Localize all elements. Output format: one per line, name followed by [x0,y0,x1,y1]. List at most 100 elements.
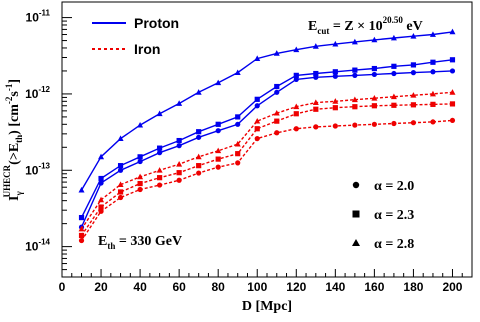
data-point-square [449,57,456,63]
data-point-circle [332,123,338,129]
data-point-square [274,83,280,90]
data-point-square [352,67,358,73]
data-point-triangle [410,33,417,39]
data-point-circle [293,126,299,132]
data-point-square [117,189,124,195]
data-point-triangle [410,92,417,98]
data-point-square [430,101,436,107]
data-point-square [371,103,377,109]
data-point-circle [430,119,436,125]
eth-annotation: Eth = 330 GeV [98,234,182,251]
data-point-circle [371,121,377,127]
data-point-square [78,232,85,239]
x-axis-label: D [Mpc] [242,299,292,314]
data-point-circle [371,71,377,78]
data-point-triangle [351,38,358,45]
y-tick-label: 10-11 [26,9,51,25]
data-point-triangle [312,43,319,49]
data-point-square [332,69,338,75]
data-point-triangle [312,99,319,105]
data-point-circle [157,182,163,188]
x-tick-label: 160 [364,280,384,294]
data-point-square [274,118,280,124]
data-point-triangle [234,140,241,147]
data-point-circle [274,130,280,136]
legend-label-proton: Proton [134,15,179,31]
data-point-triangle [78,186,85,193]
data-point-square [215,156,221,162]
legend-marker-circle [352,181,360,189]
data-point-triangle [390,34,397,41]
data-point-circle [449,117,456,124]
data-point-triangle [215,79,222,86]
data-point-circle [196,134,202,140]
data-point-circle [352,122,358,128]
data-point-circle [274,89,280,95]
data-point-circle [176,143,182,149]
data-point-square [313,106,319,112]
y-tick-label: 10-13 [25,161,50,177]
data-point-square [313,70,319,77]
data-point-square [137,180,143,187]
data-point-triangle [176,161,183,167]
data-point-triangle [195,89,202,95]
data-point-square [254,96,260,102]
data-point-circle [313,124,319,130]
series-proton-alpha-2.3 [78,57,456,221]
data-point-triangle [273,50,280,56]
legend-alpha-2-0: α = 2.0 [374,179,414,194]
legend-alpha-2-3: α = 2.3 [374,208,414,223]
series-line [80,119,453,241]
data-point-circle [254,135,260,142]
data-point-circle [235,121,241,127]
data-point-square [332,105,338,111]
data-point-triangle [254,117,261,124]
data-point-circle [332,73,338,79]
series-line [80,103,453,236]
data-point-square [410,102,417,108]
data-point-square [293,111,299,117]
data-point-triangle [137,173,144,180]
data-point-triangle [371,94,378,101]
data-point-square [157,175,163,181]
data-point-square [430,59,436,65]
series-line [80,70,453,228]
data-point-triangle [390,93,397,100]
data-point-triangle [332,40,339,47]
data-point-square [235,114,241,120]
data-point-triangle [137,121,144,128]
data-point-circle [449,68,456,74]
series-iron-alpha-2.8 [78,89,456,232]
data-point-square [254,126,260,132]
data-point-triangle [449,89,456,95]
data-point-square [98,204,104,210]
data-point-triangle [117,135,124,141]
legend-marker-triangle [352,239,360,246]
data-point-triangle [293,46,300,53]
data-point-triangle [254,55,261,62]
x-tick-label: 180 [403,280,423,294]
data-point-triangle [449,28,456,35]
data-point-square [176,170,182,176]
data-point-square [176,137,182,144]
data-point-triangle [273,109,280,116]
x-tick-label: 80 [212,280,226,294]
data-point-circle [235,160,241,166]
x-tick-label: 100 [247,280,267,294]
legend-marker-square [352,210,360,218]
data-point-square [293,72,299,78]
data-point-square [137,154,143,160]
data-point-triangle [429,31,436,37]
x-axis: 0 20 40 60 80 100 120 140 160 180 200 [59,269,473,294]
plot-area [61,1,473,278]
data-point-circle [391,70,397,77]
data-point-triangle [234,69,241,76]
data-point-circle [293,76,299,82]
data-point-square [196,163,202,169]
data-point-circle [157,150,163,156]
series-layer [78,28,456,244]
x-tick-label: 140 [325,280,345,294]
data-point-triangle [332,98,339,104]
series-line [80,59,453,218]
